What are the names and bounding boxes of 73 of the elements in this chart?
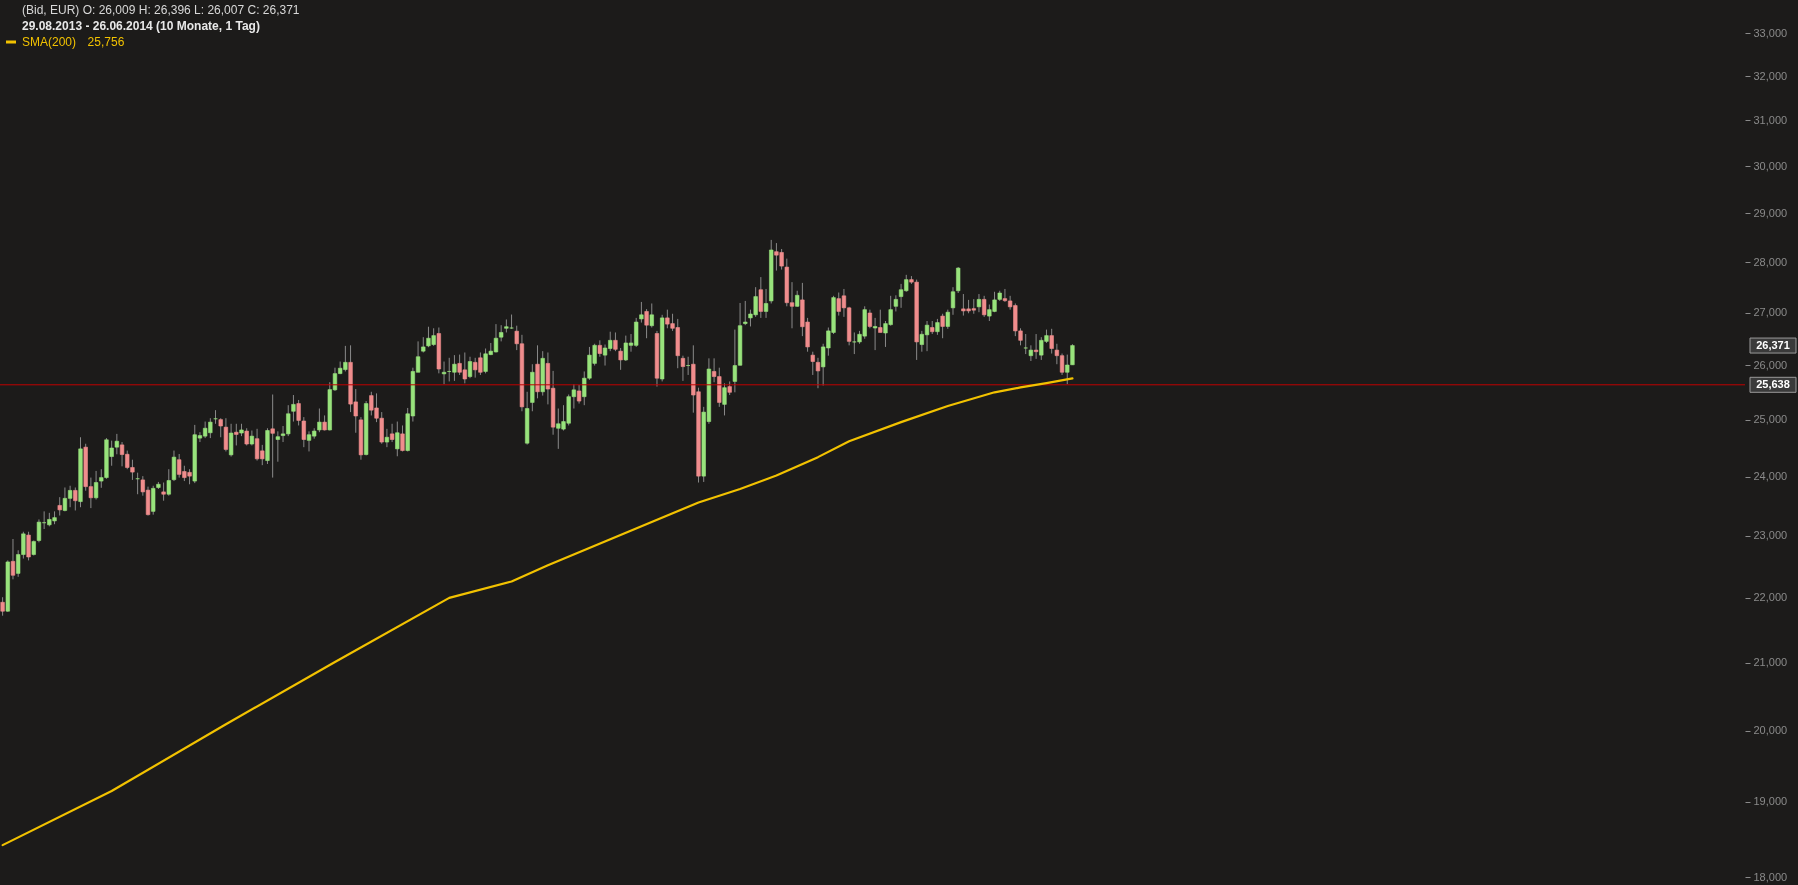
y-tick-label: 29,000	[1753, 206, 1788, 219]
candlestick	[291, 394, 296, 423]
y-tick-label: 23,000	[1753, 529, 1788, 542]
candlestick	[389, 423, 395, 443]
candlestick	[384, 428, 390, 448]
y-tick-label: 31,000	[1753, 113, 1788, 126]
candlestick	[956, 266, 961, 294]
candlestick	[810, 351, 815, 376]
candlestick	[722, 382, 727, 416]
y-tick-label: 26,000	[1753, 358, 1788, 371]
line-series	[1, 377, 1074, 847]
candlestick	[576, 384, 582, 405]
candlestick	[1033, 333, 1039, 360]
y-tick-label: 30,000	[1753, 159, 1788, 172]
candlestick	[275, 430, 280, 463]
candlestick	[649, 302, 654, 329]
candlestick	[171, 450, 177, 482]
legend-label: SMA(200)	[22, 35, 77, 49]
candlestick	[57, 496, 62, 517]
candlestick	[1049, 328, 1054, 355]
candlestick	[234, 423, 239, 446]
candlestick	[758, 276, 763, 319]
candlestick	[893, 294, 898, 312]
candlestick	[0, 596, 5, 617]
y-tick-label: 21,000	[1753, 656, 1788, 669]
candlestick	[815, 357, 821, 389]
candlestick	[680, 355, 686, 382]
candlestick	[743, 300, 748, 326]
candlestick	[10, 538, 16, 580]
candlestick	[228, 423, 234, 458]
y-tick-label: 19,000	[1753, 795, 1788, 808]
candlestick	[867, 309, 873, 329]
candlestick	[878, 309, 883, 333]
candlestick	[161, 482, 166, 502]
candlestick	[982, 295, 987, 318]
candlestick	[166, 468, 171, 497]
candlestick	[639, 301, 644, 324]
candlestick	[686, 356, 691, 376]
candlestick	[26, 531, 31, 561]
chart-title: (Bid, EUR) O: 26,009 H: 26,396 L: 26,007 C: 26,371	[22, 3, 300, 17]
candlestick	[467, 356, 473, 379]
candlestick	[945, 309, 950, 330]
candlestick	[1028, 344, 1034, 362]
annotation: 25,756	[87, 35, 125, 49]
y-tick-label: 33,000	[1753, 26, 1788, 39]
y-tick-label: 24,000	[1753, 470, 1788, 483]
candlestick	[613, 331, 618, 352]
candlestick	[36, 518, 42, 543]
candlestick	[93, 470, 99, 501]
text: 29.08.2013 - 26.06.2014 (10 Monate, 1 Tag)	[22, 19, 260, 33]
candlestick	[441, 361, 447, 385]
candlestick	[644, 308, 649, 339]
candlestick	[976, 293, 982, 313]
ref-line-label: 25,638	[1756, 377, 1790, 390]
y-tick-label: 25,000	[1753, 413, 1788, 426]
y-tick-label: 28,000	[1753, 255, 1788, 268]
text: 26,371	[1756, 338, 1790, 351]
y-tick-label: 18,000	[1753, 870, 1788, 883]
candlestick	[1023, 333, 1028, 355]
candlestick	[618, 347, 623, 371]
y-tick-label: 20,000	[1753, 724, 1788, 737]
y-tick-label: 32,000	[1753, 69, 1788, 82]
candlestick	[395, 421, 400, 457]
candlestick	[151, 485, 156, 516]
candlestick	[950, 286, 956, 316]
y-tick-label: 27,000	[1753, 306, 1788, 319]
candlestick	[763, 288, 769, 319]
y-tick-label: 22,000	[1753, 591, 1788, 604]
candlestick	[400, 424, 405, 452]
candlestick	[270, 394, 275, 479]
candlestick	[872, 317, 878, 351]
candlestick	[73, 486, 78, 511]
candlestick	[940, 313, 945, 339]
